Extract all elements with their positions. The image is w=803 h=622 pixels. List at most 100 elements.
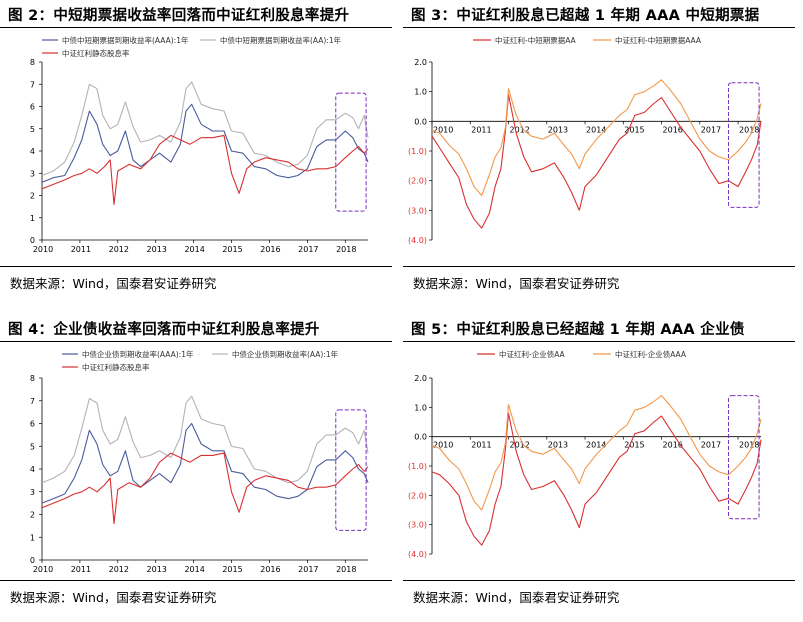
figure-4-title: 图 4：企业债收益率回落而中证红利股息率提升 — [8, 322, 320, 338]
figure-5-panel: 图 5：中证红利股息已经超越 1 年期 AAA 企业债 中证红利-企业债AA 中证… — [403, 314, 795, 614]
x-tick-label: 2011 — [71, 565, 91, 574]
series-line-2 — [431, 395, 762, 511]
legend-label-1: 中债中短期票据到期收益率(AAA):1年 — [62, 35, 189, 45]
y-tick-label: 6 — [30, 420, 35, 429]
x-tick-label: 2012 — [510, 125, 530, 134]
figure-3-source: 数据来源：Wind，国泰君安证券研究 — [413, 276, 620, 291]
series-line-2 — [41, 81, 369, 177]
x-tick-label: 2017 — [701, 125, 721, 134]
figure-2-top-rule — [0, 27, 392, 28]
x-tick-label: 2010 — [433, 125, 453, 134]
x-tick-label: 2018 — [739, 125, 759, 134]
y-tick-label: 2 — [30, 511, 35, 520]
series-line-3 — [41, 134, 369, 205]
x-tick-label: 2010 — [433, 441, 453, 450]
y-tick-label: (3.0) — [408, 521, 427, 530]
series-line-2 — [431, 79, 762, 197]
y-tick-label: 0 — [30, 236, 35, 245]
series-line-2 — [41, 395, 369, 484]
y-tick-label: (4.0) — [408, 550, 427, 559]
figure-3-bottom-rule — [403, 266, 795, 267]
series-line-3 — [41, 452, 369, 525]
y-tick-label: 3 — [30, 488, 35, 497]
figure-4-top-rule — [0, 341, 392, 342]
y-tick-label: (3.0) — [408, 206, 427, 215]
figure-5-source: 数据来源：Wind，国泰君安证券研究 — [413, 590, 620, 605]
x-tick-label: 2016 — [663, 125, 683, 134]
x-tick-label: 2014 — [586, 441, 606, 450]
legend-label-2: 中债中短期票据到期收益率(AA):1年 — [220, 35, 342, 45]
figure-3-chart: 中证红利-中短期票据AA 中证红利-中短期票据AAA 2.0 1.0 0.0 (1.0) (… — [408, 35, 762, 245]
figure-4-chart: 中债企业债到期收益率(AAA):1年 中债企业债到期收益率(AA):1年中证红利静… — [30, 349, 369, 574]
figure-3-panel: 图 3：中证红利股息已超越 1 年期 AAA 中短期票据 中证红利-中短期票据A… — [403, 0, 795, 300]
x-tick-label: 2017 — [298, 565, 318, 574]
x-tick-label: 2010 — [33, 245, 53, 254]
y-tick-label: 1.0 — [414, 403, 427, 412]
y-tick-label: (4.0) — [408, 236, 427, 245]
y-tick-label: (1.0) — [408, 462, 427, 471]
legend-label-1: 中证红利-中短期票据AA — [495, 35, 577, 45]
y-tick-label: 5 — [30, 442, 35, 451]
figure-5-top-rule — [403, 341, 795, 342]
legend-label-2: 中证红利-中短期票据AAA — [615, 35, 702, 45]
x-tick-label: 2010 — [33, 565, 53, 574]
y-tick-label: 2.0 — [414, 58, 427, 67]
figure-4-source: 数据来源：Wind，国泰君安证券研究 — [10, 590, 217, 605]
legend-label-2: 中债企业债到期收益率(AA):1年 — [232, 349, 339, 359]
x-tick-label: 2018 — [739, 441, 759, 450]
y-tick-label: (1.0) — [408, 147, 427, 156]
legend-label-1: 中债企业债到期收益率(AAA):1年 — [82, 349, 194, 359]
highlight-box — [335, 409, 367, 531]
y-tick-label: (2.0) — [408, 177, 427, 186]
y-tick-label: 1 — [30, 214, 35, 223]
y-tick-label: 3 — [30, 169, 35, 178]
x-tick-label: 2013 — [548, 441, 568, 450]
figure-5-bottom-rule — [403, 580, 795, 581]
highlight-box — [727, 395, 760, 520]
series-line-1 — [431, 412, 762, 546]
x-tick-label: 2011 — [471, 441, 491, 450]
figure-2-panel: 图 2：中短期票据收益率回落而中证红利股息率提升 中债中短期票据到期收益率(AA… — [0, 0, 392, 300]
x-tick-label: 2011 — [471, 125, 491, 134]
x-tick-label: 2012 — [109, 565, 129, 574]
highlight-box — [335, 92, 367, 212]
figure-2-bottom-rule — [0, 266, 392, 267]
legend-label-2: 中证红利-企业债AAA — [615, 349, 687, 359]
y-tick-label: 2 — [30, 192, 35, 201]
figure-4-bottom-rule — [0, 580, 392, 581]
figure-2-source: 数据来源：Wind，国泰君安证券研究 — [10, 276, 217, 291]
x-tick-label: 2014 — [184, 565, 204, 574]
highlight-box — [727, 82, 760, 208]
y-tick-label: 7 — [30, 397, 35, 406]
x-tick-label: 2017 — [298, 245, 318, 254]
figure-3-top-rule — [403, 27, 795, 28]
figure-5-title: 图 5：中证红利股息已经超越 1 年期 AAA 企业债 — [411, 322, 745, 338]
y-tick-label: 4 — [30, 465, 35, 474]
figure-2-chart: 中债中短期票据到期收益率(AAA):1年 中债中短期票据到期收益率(AA):1年中… — [30, 35, 369, 254]
x-tick-label: 2017 — [701, 441, 721, 450]
y-tick-label: 8 — [30, 374, 35, 383]
x-tick-label: 2012 — [510, 441, 530, 450]
x-tick-label: 2016 — [260, 565, 280, 574]
x-tick-label: 2013 — [147, 565, 167, 574]
x-tick-label: 2016 — [663, 441, 683, 450]
series-line-1 — [41, 422, 369, 504]
series-line-1 — [431, 94, 762, 229]
x-tick-label: 2018 — [336, 245, 356, 254]
x-tick-label: 2011 — [71, 245, 91, 254]
x-tick-label: 2015 — [222, 245, 242, 254]
x-tick-label: 2016 — [260, 245, 280, 254]
x-tick-label: 2013 — [147, 245, 167, 254]
y-tick-label: 2.0 — [414, 374, 427, 383]
y-tick-label: 0 — [30, 556, 35, 565]
y-tick-label: 1.0 — [414, 88, 427, 97]
y-tick-label: 6 — [30, 103, 35, 112]
figure-4-panel: 图 4：企业债收益率回落而中证红利股息率提升 中债企业债到期收益率(AAA):1… — [0, 314, 392, 614]
figure-3-title: 图 3：中证红利股息已超越 1 年期 AAA 中短期票据 — [411, 8, 760, 24]
y-tick-label: 8 — [30, 58, 35, 67]
x-tick-label: 2015 — [624, 441, 644, 450]
y-tick-label: 0.0 — [414, 433, 427, 442]
series-line-1 — [41, 103, 369, 183]
x-tick-label: 2015 — [624, 125, 644, 134]
legend-label-3: 中证红利静态股息率 — [62, 48, 130, 58]
